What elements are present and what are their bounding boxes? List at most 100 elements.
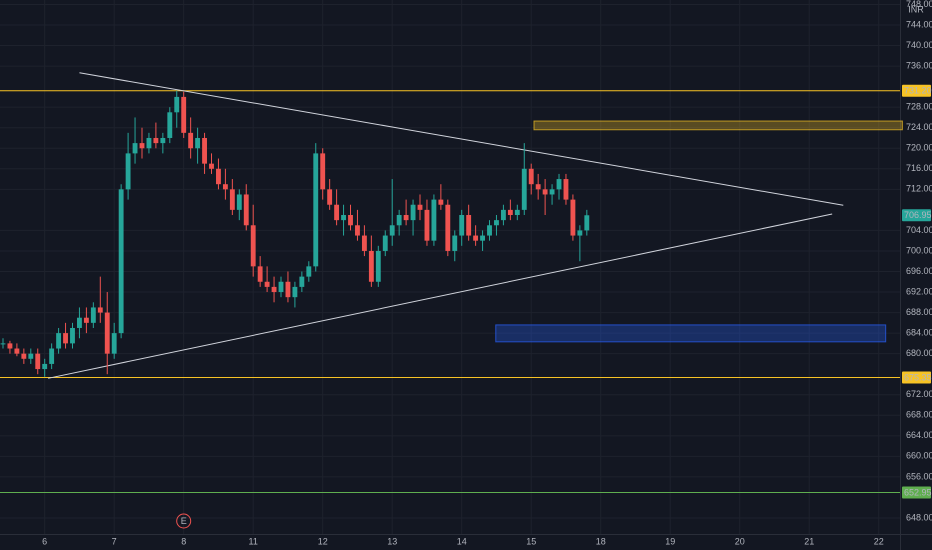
candle-body xyxy=(313,153,319,267)
x-tick-label: 11 xyxy=(249,536,258,546)
y-tick-label: 688.00 xyxy=(906,307,932,317)
candle-body xyxy=(83,317,89,323)
candle-body xyxy=(368,250,374,282)
y-tick-label: 744.00 xyxy=(906,19,932,29)
y-tick-label: 664.00 xyxy=(906,430,932,440)
candle-body xyxy=(375,250,381,282)
candle-body xyxy=(452,235,458,251)
candle-body xyxy=(195,137,201,149)
candle-body xyxy=(334,204,340,221)
price-tag-label: 652.95 xyxy=(904,487,932,497)
candle-body xyxy=(487,225,492,236)
x-tick-label: 19 xyxy=(665,536,675,546)
candle-body xyxy=(160,137,166,144)
event-marker-label: E xyxy=(181,516,187,526)
candle-body xyxy=(271,286,277,293)
x-tick-label: 21 xyxy=(804,536,814,546)
candle-body xyxy=(431,199,437,241)
currency-label: INR xyxy=(908,4,924,14)
y-tick-label: 712.00 xyxy=(906,184,932,194)
candle-body xyxy=(528,168,534,185)
candle-body xyxy=(139,143,145,149)
price-tag-label: 706.95 xyxy=(904,210,932,220)
y-tick-label: 648.00 xyxy=(906,512,932,522)
x-tick-label: 14 xyxy=(457,536,467,546)
candle-body xyxy=(35,353,41,370)
candle-body xyxy=(473,235,479,241)
candle-body xyxy=(56,333,62,349)
candle-body xyxy=(278,281,284,293)
x-tick-label: 7 xyxy=(112,536,117,546)
candle-body xyxy=(306,266,312,277)
y-tick-label: 696.00 xyxy=(906,266,932,276)
candle-body xyxy=(132,143,138,154)
candle-body xyxy=(417,204,423,210)
candle-body xyxy=(97,307,103,313)
candle-body xyxy=(111,333,117,354)
candle-body xyxy=(188,132,194,149)
candle-body xyxy=(542,189,548,195)
candle-body xyxy=(410,204,416,221)
y-tick-label: 700.00 xyxy=(906,245,932,255)
y-tick-label: 716.00 xyxy=(906,163,932,173)
price-tag xyxy=(902,371,931,384)
candle-body xyxy=(104,312,110,354)
x-tick-label: 6 xyxy=(42,536,47,546)
candle-body xyxy=(181,96,187,133)
trend-line xyxy=(48,213,833,379)
candle-body xyxy=(327,189,333,205)
candle-body xyxy=(577,230,583,236)
y-tick-label: 736.00 xyxy=(906,60,932,70)
x-tick-label: 22 xyxy=(874,536,884,546)
candle-body xyxy=(382,235,388,251)
candle-body xyxy=(77,317,82,328)
candle-body xyxy=(514,209,520,216)
candle-body xyxy=(521,168,527,210)
price-tag xyxy=(902,209,931,222)
candle-body xyxy=(7,343,13,349)
candle-body xyxy=(299,276,305,287)
candle-body xyxy=(445,204,451,251)
candle-body xyxy=(355,225,360,236)
y-tick-label: 680.00 xyxy=(906,348,932,358)
candle-body xyxy=(480,235,485,241)
candle-body xyxy=(348,215,353,226)
candle-body xyxy=(0,343,6,345)
y-tick-label: 668.00 xyxy=(906,410,932,420)
candle-body xyxy=(118,189,124,334)
candle-body xyxy=(292,286,298,298)
candle-body xyxy=(209,163,214,169)
candle-body xyxy=(202,137,207,164)
y-tick-label: 656.00 xyxy=(906,471,932,481)
candle-body xyxy=(285,281,291,298)
candle-body xyxy=(250,225,256,267)
x-tick-label: 8 xyxy=(181,536,186,546)
candle-body xyxy=(174,96,180,113)
candle-body xyxy=(459,215,465,236)
candle-body xyxy=(507,209,513,216)
candle-body xyxy=(216,168,221,185)
candle-body xyxy=(535,184,541,190)
x-tick-label: 12 xyxy=(318,536,328,546)
candle-body xyxy=(28,353,34,359)
price-tag-label: 731.20 xyxy=(904,86,932,96)
y-tick-label: 692.00 xyxy=(906,286,932,296)
candle-body xyxy=(146,137,152,149)
event-marker xyxy=(176,513,192,529)
x-tick-label: 20 xyxy=(735,536,745,546)
candle-body xyxy=(466,215,472,236)
candle-body xyxy=(341,215,346,221)
y-tick-label: 704.00 xyxy=(906,225,932,235)
candle-body xyxy=(320,153,326,190)
candle-body xyxy=(424,209,430,241)
candle-body xyxy=(257,266,263,282)
candle-body xyxy=(229,189,235,210)
y-tick-label: 748.00 xyxy=(906,0,932,9)
candle-body xyxy=(21,353,27,359)
zone xyxy=(533,120,903,131)
candle-body xyxy=(396,215,402,226)
candle-body xyxy=(438,199,444,205)
candle-body xyxy=(167,112,173,138)
y-tick-label: 660.00 xyxy=(906,451,932,461)
